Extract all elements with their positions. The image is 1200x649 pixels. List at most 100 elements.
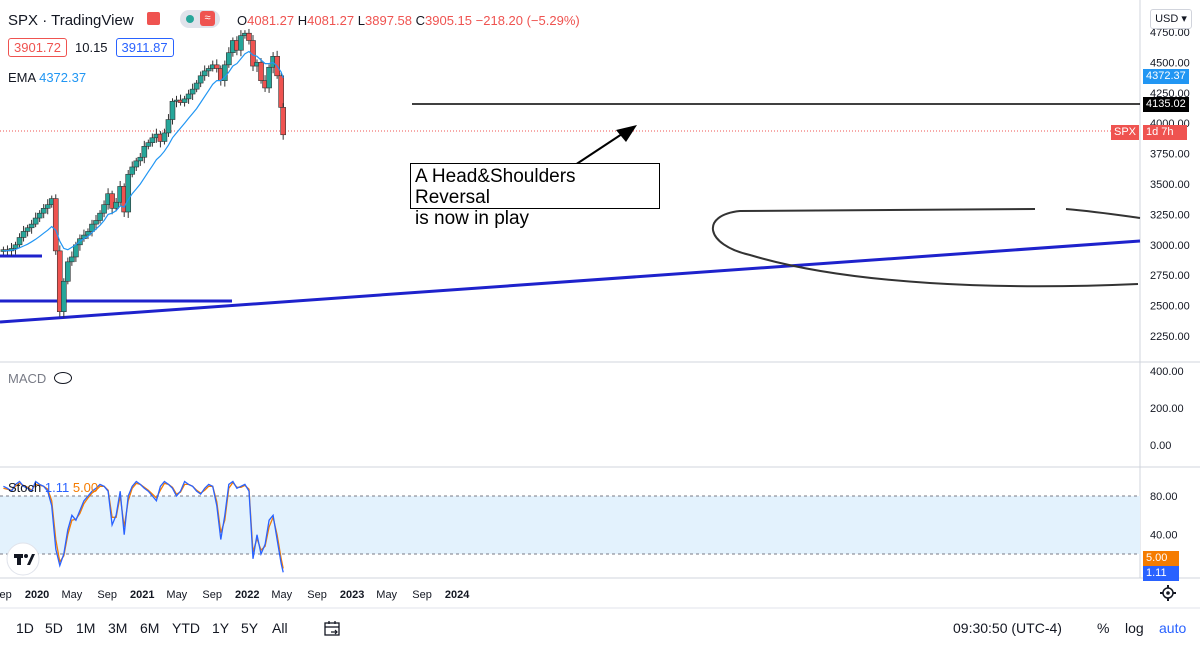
stoch-d-price-tag: 5.00: [1143, 551, 1179, 566]
timeframe-button-all[interactable]: All: [272, 620, 288, 636]
low-value: 3897.58: [365, 13, 412, 28]
candle-body: [145, 142, 152, 147]
percent-toggle[interactable]: %: [1097, 620, 1110, 636]
bid-ask-row[interactable]: 3901.72 10.15 3911.87: [8, 38, 182, 57]
candle-body: [280, 107, 286, 136]
candles: [0, 28, 286, 318]
symbol-title[interactable]: SPX · TradingView: [8, 12, 134, 29]
ema-legend-value: 4372.37: [39, 70, 87, 85]
date-range-icon[interactable]: [324, 621, 340, 636]
market-open-dot-icon: [186, 15, 194, 23]
candle-body: [40, 208, 47, 214]
candle-body: [61, 280, 67, 312]
user-drawings[interactable]: [0, 103, 1141, 324]
candle-body: [89, 223, 95, 232]
axes: 4750.004500.004250.004000.003750.003500.…: [0, 27, 1190, 601]
annotation-textbox[interactable]: A Head&Shoulders Reversal is now in play: [410, 163, 660, 229]
price-tick-label: 4750.00: [1150, 27, 1190, 39]
time-tick-label: May: [166, 589, 187, 601]
candle-body: [189, 88, 196, 95]
ema-legend[interactable]: EMA 4372.37: [8, 70, 86, 85]
eye-hidden-icon[interactable]: [53, 372, 72, 384]
arrow-head-icon: [616, 125, 637, 142]
title-separator: ·: [42, 12, 48, 29]
candle-body: [69, 256, 75, 263]
candle-body: [141, 146, 148, 158]
timeframe-button-ytd[interactable]: YTD: [172, 620, 200, 636]
timeframe-button-1d[interactable]: 1D: [16, 620, 34, 636]
price-tick-label: 3250.00: [1150, 209, 1190, 221]
candle-body: [109, 193, 115, 209]
time-tick-label: Sep: [412, 589, 432, 601]
freehand-ellipse-tail[interactable]: [1065, 208, 1141, 219]
countdown-price-tag: 1d 7h: [1143, 125, 1187, 140]
time-tick-label: 2024: [445, 589, 470, 601]
candle-body: [149, 137, 156, 143]
time-tick-label: Sep: [0, 589, 12, 601]
log-toggle[interactable]: log: [1125, 620, 1144, 636]
symbol-name[interactable]: SPX: [8, 12, 39, 29]
price-tick-label: 4250.00: [1150, 88, 1190, 100]
candle-body: [113, 201, 119, 209]
low-label: L: [357, 13, 365, 28]
tradingview-logo-icon[interactable]: [6, 542, 40, 576]
price-tick-label: 3000.00: [1150, 240, 1190, 252]
timeframe-button-5d[interactable]: 5D: [45, 620, 63, 636]
candle-body: [161, 132, 168, 142]
alert-flag-icon[interactable]: [147, 12, 160, 25]
annotation-line-2: is now in play: [415, 208, 530, 229]
stoch-legend[interactable]: Stoch 1.11 5.00: [8, 480, 98, 495]
candle-body: [266, 66, 272, 89]
stoch-band: [0, 496, 1140, 554]
open-value: 4081.27: [247, 13, 295, 28]
timeframe-button-3m[interactable]: 3M: [108, 620, 128, 636]
candle-body: [169, 101, 176, 120]
candle-body: [133, 160, 140, 168]
annotation-arrow[interactable]: [574, 131, 626, 166]
macd-label[interactable]: MACD: [8, 371, 47, 386]
market-status-pill[interactable]: ≈: [180, 10, 220, 28]
source-name: TradingView: [51, 12, 134, 29]
timeframe-button-1y[interactable]: 1Y: [212, 620, 230, 636]
time-tick-label: 2022: [235, 589, 259, 601]
buy-button[interactable]: 3911.87: [115, 38, 174, 57]
timeframe-button-6m[interactable]: 6M: [140, 620, 160, 636]
high-label: H: [297, 13, 308, 28]
candle-body: [32, 217, 39, 225]
high-value: 4081.27: [307, 13, 355, 28]
price-tick-label: 2750.00: [1150, 270, 1190, 282]
candle-body: [36, 212, 43, 219]
candle-body: [181, 98, 188, 103]
candle-body: [193, 82, 200, 90]
candle-body: [201, 70, 208, 77]
ema-price-tag: 4372.37: [1143, 69, 1189, 84]
rising-trendline[interactable]: [0, 239, 1141, 324]
macd-legend[interactable]: MACD: [8, 371, 72, 386]
candle-body: [52, 198, 59, 252]
currency-select[interactable]: USD ▾: [1150, 9, 1192, 29]
ema-label[interactable]: EMA: [8, 70, 36, 85]
price-tick-label: 3750.00: [1150, 149, 1190, 161]
stoch-k-value: 1.11: [44, 480, 70, 495]
stoch-k-line: [3, 480, 284, 573]
clock[interactable]: 09:30:50 (UTC-4): [953, 620, 1062, 636]
stoch-label[interactable]: Stoch: [8, 480, 42, 495]
auto-toggle[interactable]: auto: [1159, 620, 1187, 636]
timeframe-button-1m[interactable]: 1M: [76, 620, 96, 636]
close-value: 3905.15: [425, 13, 473, 28]
freehand-ellipse[interactable]: [711, 208, 1139, 288]
price-tick-label: 4500.00: [1150, 57, 1190, 69]
time-tick-label: Sep: [307, 589, 327, 601]
candle-body: [278, 75, 284, 108]
time-tick-label: May: [376, 589, 397, 601]
timeframe-button-5y[interactable]: 5Y: [241, 620, 259, 636]
time-tick-label: Sep: [202, 589, 222, 601]
candle-body: [101, 204, 107, 214]
settings-gear-icon[interactable]: [1160, 585, 1176, 601]
sell-button[interactable]: 3901.72: [8, 38, 67, 57]
annotation-line-1: A Head&Shoulders Reversal: [415, 166, 576, 208]
candle-body: [24, 227, 31, 232]
candle-body: [137, 156, 144, 162]
candle-body: [185, 93, 192, 100]
